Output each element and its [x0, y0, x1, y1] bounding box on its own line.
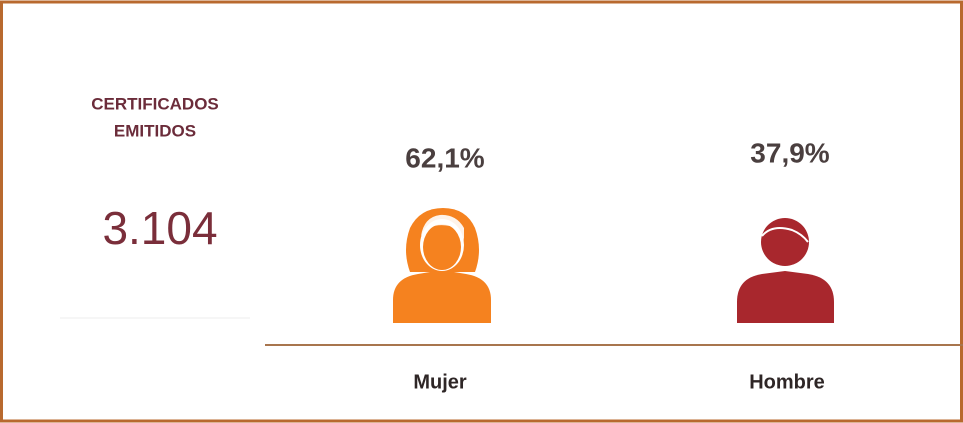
total: 3.104	[102, 202, 217, 254]
header-line: EMITIDOS	[114, 121, 196, 140]
group-label: Mujer	[413, 371, 467, 393]
percent: 62,1%	[405, 142, 484, 173]
male-icon	[737, 215, 834, 323]
percent: 37,9%	[750, 137, 829, 168]
female-icon	[393, 208, 491, 323]
group-label: Hombre	[749, 371, 825, 393]
header-line: CERTIFICADOS	[91, 94, 219, 113]
